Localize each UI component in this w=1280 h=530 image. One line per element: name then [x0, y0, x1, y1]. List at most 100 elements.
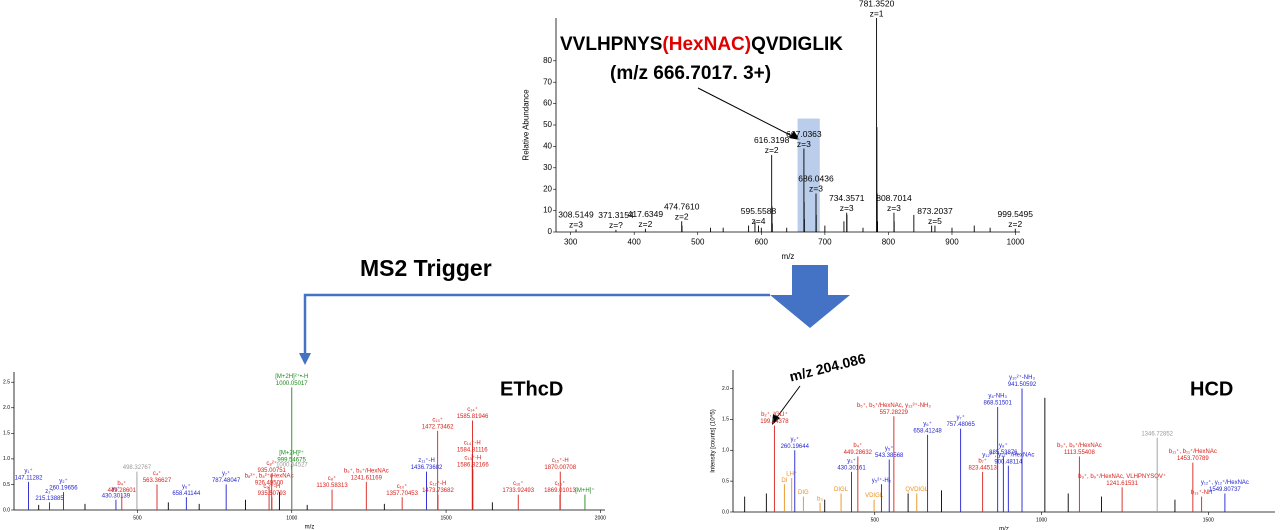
- peak-label: 1346.72852: [1141, 431, 1173, 437]
- precursor: (m/z 666.7017. 3+): [610, 63, 771, 84]
- x-tick-label: 300: [564, 238, 578, 247]
- peak-label: z=2: [1008, 219, 1022, 229]
- peak-label: y₆⁺: [923, 420, 932, 427]
- peak-label: 557.28229: [880, 410, 909, 416]
- y-tick-label: 80: [543, 56, 552, 65]
- peak-label: 147.11282: [15, 475, 44, 481]
- trigger-line: [303, 293, 770, 355]
- peak-label: 1586.82166: [457, 463, 489, 469]
- peak-label: 926.49500: [255, 481, 284, 487]
- peak-label: 667.0363: [786, 129, 822, 139]
- peak-label: 1241.61531: [1106, 481, 1138, 487]
- peak-label: 935.00751: [258, 468, 287, 474]
- peak-label: z=2: [675, 212, 689, 222]
- peak-label: 1473.73682: [422, 488, 454, 494]
- peak-label: c₁₃⁺: [432, 416, 443, 423]
- peptide-sequence: VVLHPNYS(HexNAC)QVDIGLIK: [560, 34, 843, 55]
- peak-label: 1733.92493: [502, 488, 534, 494]
- y-axis-label: Relative Abundance: [522, 89, 531, 161]
- peak-label: 616.3198: [754, 135, 790, 145]
- y-tick-label: 10: [543, 206, 552, 215]
- peak-label: VDIGL: [865, 493, 884, 499]
- y-tick-label: 20: [543, 184, 552, 193]
- y-tick-label: 0.0: [722, 509, 729, 515]
- peak-label: b₄⁺: [853, 442, 862, 449]
- peak-label: z=2: [638, 219, 652, 229]
- highlight: [797, 118, 820, 232]
- peak-label: 474.7610: [664, 202, 700, 212]
- peak-label: y₇⁺: [222, 470, 230, 477]
- peak-label: y₇⁺: [957, 414, 965, 421]
- peak-label: 1549.80737: [1209, 487, 1241, 493]
- peak-label: 868.51501: [983, 401, 1012, 407]
- x-tick-label: 500: [691, 238, 705, 247]
- peak-label: y₅⁺: [885, 445, 894, 452]
- peak-label: c₁₄⁺: [467, 406, 478, 413]
- peak-label: 260.19656: [49, 486, 78, 492]
- y-tick-label: 2.0: [722, 386, 729, 392]
- peak-label: 1870.00708: [544, 465, 576, 471]
- glycan: (HexNAC): [662, 34, 751, 55]
- y-tick-label: 1.5: [722, 417, 729, 423]
- x-axis-label: m/z: [999, 527, 1009, 530]
- peak-label: 199.14378: [760, 419, 789, 425]
- down-arrow: [770, 265, 850, 328]
- peak-label: 686.0436: [798, 174, 834, 184]
- peak-label: 1000.54527: [276, 463, 308, 469]
- peak-label: b₇⁺: [978, 457, 987, 464]
- peak-label: 260.19644: [781, 444, 810, 450]
- callout-arrow: [774, 385, 801, 421]
- peak-label: DIGL: [834, 487, 849, 493]
- peak-label: LH⁺: [786, 471, 797, 478]
- peak-label: z=3: [887, 203, 901, 213]
- x-tick-label: 1500: [1203, 517, 1214, 523]
- x-tick-label: 800: [882, 238, 896, 247]
- y-tick-label: 0.5: [722, 478, 729, 484]
- y-tick-label: 0.0: [3, 507, 10, 513]
- peak-label: c₈²⁺: [266, 460, 277, 467]
- y-tick-label: 60: [543, 99, 552, 108]
- peak-label: 999.5495: [998, 209, 1034, 219]
- sequence-part: VVLHPNYS: [560, 34, 662, 55]
- peak-label: DIG: [798, 490, 809, 496]
- peak-label: 734.3571: [829, 193, 865, 203]
- peak-label: c₉²⁺-H: [263, 483, 280, 490]
- arrow-head: [772, 414, 780, 425]
- peak-label: b₉⁺, b₉⁺/HexNAc, VLHPNYSQV⁺: [1078, 473, 1166, 480]
- peak-label: b₃: [817, 496, 823, 502]
- y-tick-label: 2.5: [3, 380, 10, 386]
- x-tick-label: 400: [628, 238, 642, 247]
- peak-label: 935.50793: [258, 491, 287, 497]
- peak-label: 823.44513: [968, 465, 997, 471]
- peak-label: y₅²⁺-H₂: [872, 477, 892, 484]
- y-tick-label: 1.0: [722, 448, 729, 454]
- y-tick-label: 1.5: [3, 431, 10, 437]
- pointer-arrow: [697, 87, 797, 139]
- x-tick-label: 1000: [286, 515, 297, 521]
- peak-label: 941.50592: [1008, 382, 1037, 388]
- x-tick-label: 900: [945, 238, 959, 247]
- peak-label: 1130.58313: [316, 483, 348, 489]
- x-tick-label: 2000: [595, 515, 606, 521]
- peak-label: c₄⁺: [153, 470, 162, 477]
- peak-label: 1000.05017: [276, 381, 308, 387]
- y-tick-label: 30: [543, 163, 552, 172]
- y-tick-label: 2.0: [3, 405, 10, 411]
- peak-label: c₁₂⁺-H: [430, 480, 447, 487]
- peak-label: [M+H]⁺: [575, 487, 594, 494]
- peak-label: 498.32767: [123, 465, 152, 471]
- peak-label: y₈⁺: [999, 442, 1008, 449]
- peak-label: y₁₂²⁺, y₁₂²⁺/HexNAc: [982, 451, 1034, 458]
- y-tick-label: 50: [543, 120, 552, 129]
- peak-label: c₁₆⁺: [513, 480, 524, 487]
- peak-label: 808.7014: [876, 193, 912, 203]
- y-tick-label: 1.0: [3, 456, 10, 462]
- x-axis-label: m/z: [305, 525, 315, 530]
- peak-label: 449.28632: [844, 450, 873, 456]
- peak-label: 1113.55408: [1064, 450, 1095, 456]
- peak-label: c₁₅⁺-H: [552, 457, 569, 464]
- arrow-head: [789, 131, 800, 140]
- peak-label: 757.48065: [946, 422, 975, 428]
- peak-label: c₈⁺: [328, 475, 337, 482]
